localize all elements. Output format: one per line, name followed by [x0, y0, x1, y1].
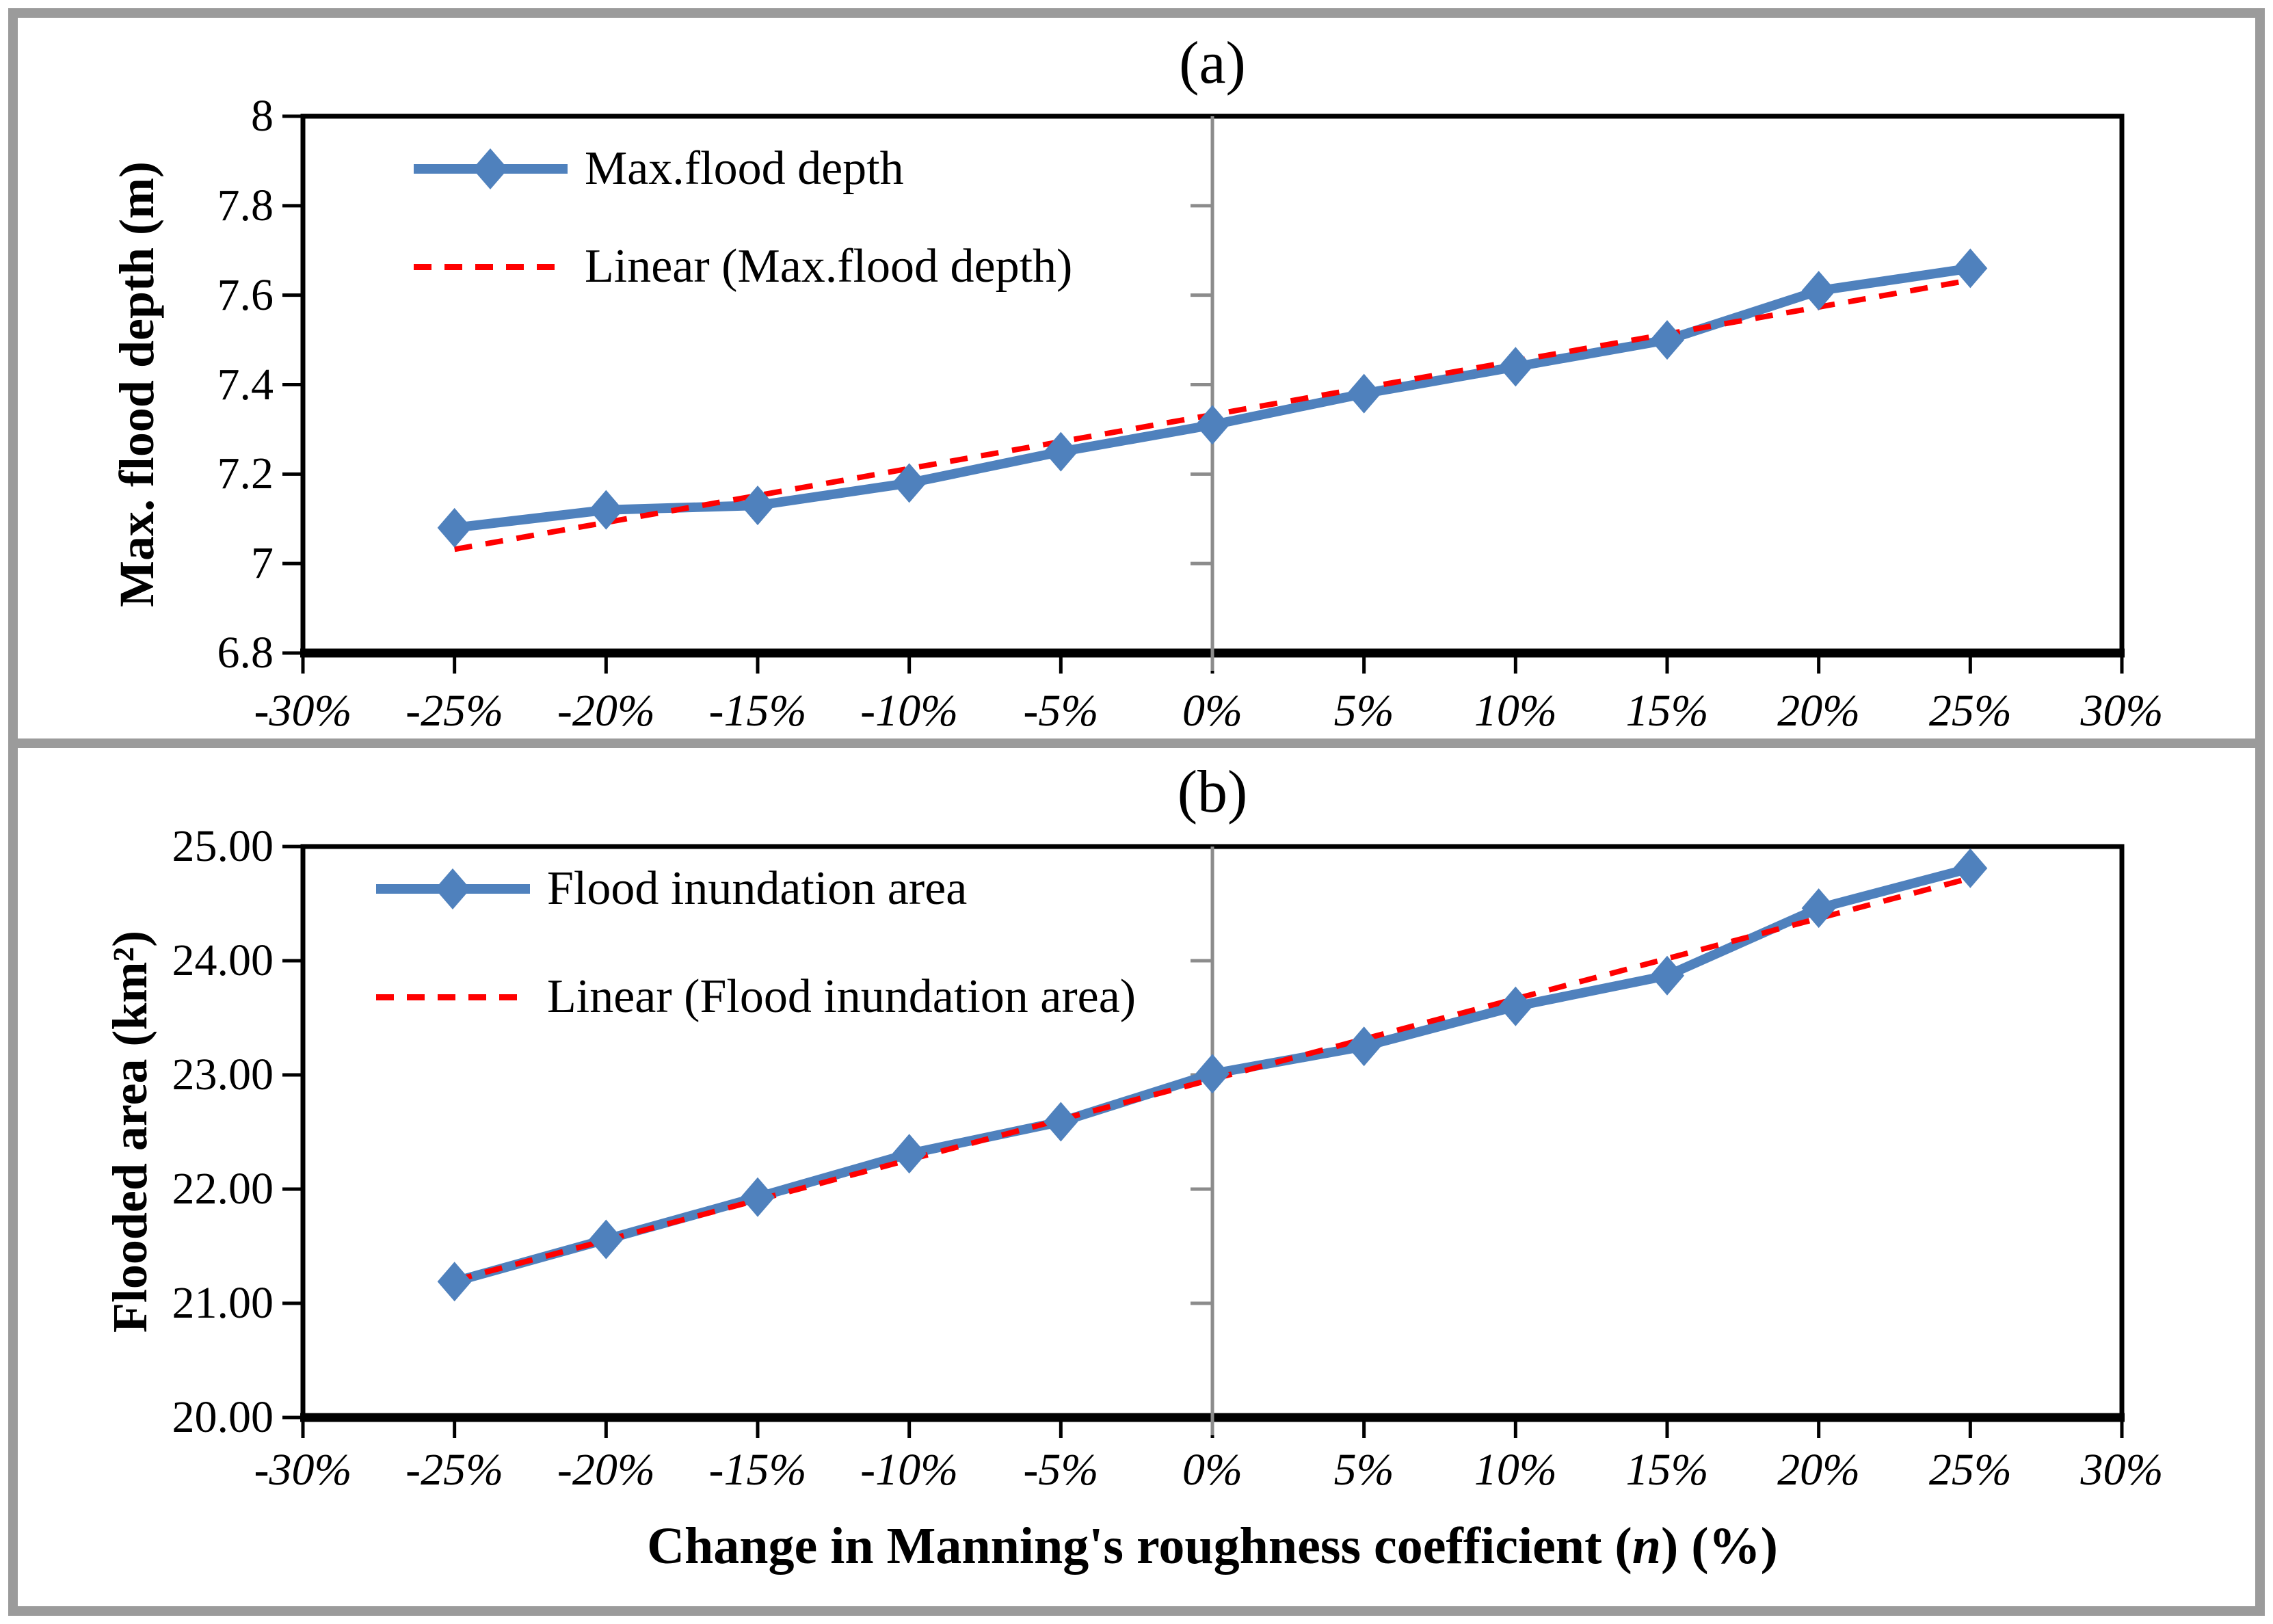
x-tick-label-b: -10% [860, 1445, 959, 1495]
x-tick-label-b: -20% [557, 1445, 655, 1495]
x-tick-label-b: 30% [2080, 1445, 2164, 1495]
x-tick-label-a: -10% [860, 686, 959, 736]
x-tick-label-b: -5% [1023, 1445, 1099, 1495]
series-marker-b [437, 1262, 472, 1302]
legend-series-label: Flood inundation area [547, 862, 968, 915]
series-marker-a [1801, 271, 1836, 311]
x-axis-title-pre: Change in Manning's roughness coefficien… [647, 1517, 1632, 1575]
y-tick-label-a: 7.8 [217, 180, 274, 230]
series-marker-b [892, 1134, 927, 1174]
series-marker-a [1195, 405, 1229, 445]
x-tick-label-b: 10% [1474, 1445, 1557, 1495]
y-tick-label-b: 22.00 [172, 1164, 274, 1214]
x-tick-label-a: -30% [254, 686, 352, 736]
series-marker-a [741, 485, 775, 526]
x-tick-label-a: 25% [1928, 686, 2012, 736]
panel-a-title: (a) [1179, 30, 1246, 96]
panel-b-title: (b) [1177, 759, 1248, 825]
figure-border [8, 8, 2265, 1616]
series-marker-b [1801, 888, 1836, 929]
series-marker-b [1498, 986, 1533, 1026]
x-tick-label-a: 30% [2080, 686, 2164, 736]
y-tick-label-a: 6.8 [217, 628, 274, 678]
x-tick-label-b: -15% [708, 1445, 807, 1495]
series-marker-b [589, 1219, 624, 1260]
y-tick-label-a: 7.4 [217, 359, 274, 410]
series-marker-b [1044, 1102, 1078, 1142]
x-axis-title: Change in Manning's roughness coefficien… [529, 1517, 1896, 1576]
series-marker-a [1346, 373, 1381, 414]
series-marker-a [1650, 320, 1684, 360]
series-marker-b [1650, 955, 1684, 996]
x-tick-label-a: -5% [1023, 686, 1099, 736]
legend-trendline-sample [414, 264, 568, 270]
panel-b-y-axis-title: Flooded area (km²) [103, 930, 157, 1333]
x-tick-label-b: -25% [406, 1445, 504, 1495]
legend-trendline-label: Linear (Max.flood depth) [585, 240, 1073, 293]
series-marker-a [1953, 248, 1988, 289]
y-tick-label-b: 23.00 [172, 1050, 274, 1100]
y-tick-label-b: 24.00 [172, 935, 274, 985]
x-tick-label-a: 15% [1625, 686, 1709, 736]
x-tick-label-b: 5% [1333, 1445, 1394, 1495]
x-tick-label-a: -20% [557, 686, 655, 736]
x-tick-label-a: 10% [1474, 686, 1557, 736]
series-marker-b [1953, 848, 1988, 888]
series-marker-b [1346, 1026, 1381, 1067]
x-axis-title-n: n [1632, 1517, 1661, 1575]
series-marker-a [1498, 347, 1533, 387]
series-marker-b [741, 1177, 775, 1217]
x-tick-label-b: 15% [1625, 1445, 1709, 1495]
series-marker-a [1044, 431, 1078, 472]
series-marker-a [437, 507, 472, 548]
trendline-b [453, 875, 1971, 1283]
y-tick-label-a: 7.2 [217, 449, 274, 499]
x-axis-title-post: ) (%) [1660, 1517, 1778, 1575]
panel-separator [8, 738, 2265, 748]
series-marker-b [1195, 1054, 1229, 1094]
legend-trendline-sample [376, 994, 530, 1000]
x-tick-label-b: -30% [254, 1445, 352, 1495]
y-tick-label-b: 25.00 [172, 821, 274, 871]
y-tick-label-b: 20.00 [172, 1392, 274, 1442]
x-tick-label-a: -25% [406, 686, 504, 736]
x-tick-label-a: -15% [708, 686, 807, 736]
series-marker-a [892, 463, 927, 503]
x-tick-label-a: 20% [1777, 686, 1861, 736]
y-tick-label-a: 8 [251, 91, 274, 141]
legend-series-label: Max.flood depth [585, 142, 904, 195]
y-tick-label-a: 7.6 [217, 269, 274, 320]
x-tick-label-b: 0% [1182, 1445, 1242, 1495]
x-tick-label-b: 20% [1777, 1445, 1861, 1495]
legend-trendline-label: Linear (Flood inundation area) [547, 970, 1136, 1023]
y-tick-label-a: 7 [251, 538, 274, 589]
x-tick-label-b: 25% [1928, 1445, 2012, 1495]
y-tick-label-b: 21.00 [172, 1278, 274, 1328]
series-marker-a [589, 490, 624, 530]
x-tick-label-a: 0% [1182, 686, 1242, 736]
x-tick-label-a: 5% [1333, 686, 1394, 736]
